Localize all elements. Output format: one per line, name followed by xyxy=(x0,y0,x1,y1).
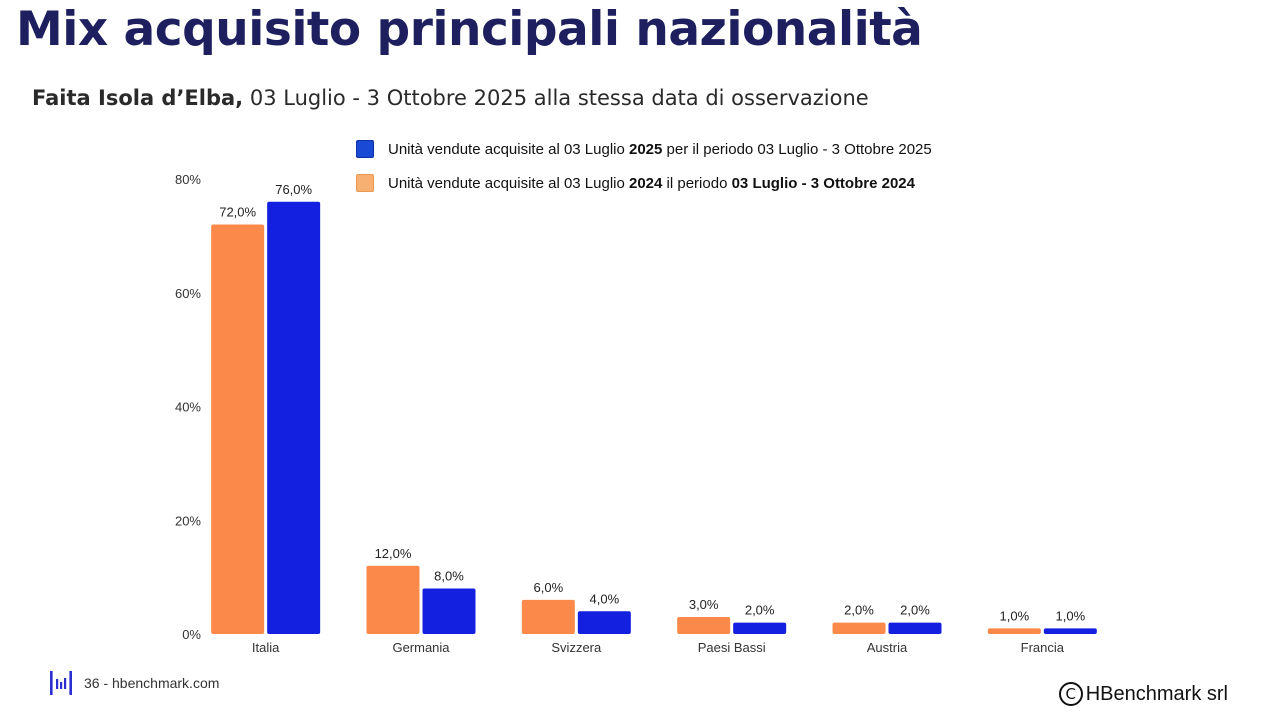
bar-2025 xyxy=(267,201,321,634)
x-tick-label: Svizzera xyxy=(551,640,602,655)
subtitle-bold: Faita Isola d’Elba, xyxy=(32,86,244,110)
page-title: Mix acquisito principali nazionalità xyxy=(16,2,923,57)
bar-2025 xyxy=(577,611,631,634)
data-label: 76,0% xyxy=(275,182,312,197)
x-tick-label: Paesi Bassi xyxy=(698,640,766,655)
x-tick-label: Italia xyxy=(252,640,280,655)
copyright-icon: C xyxy=(1058,682,1083,706)
legend-label-2024: Unità vendute acquisite al 03 Luglio 202… xyxy=(388,174,915,192)
data-label: 2,0% xyxy=(745,603,775,618)
legend-item-2024: Unità vendute acquisite al 03 Luglio 202… xyxy=(356,173,915,193)
hbenchmark-logo-icon xyxy=(50,671,72,695)
legend-swatch-2024 xyxy=(356,174,374,192)
data-label: 6,0% xyxy=(534,580,564,595)
bar-2024 xyxy=(211,224,265,634)
data-label: 4,0% xyxy=(590,591,620,606)
data-label: 8,0% xyxy=(434,569,464,584)
x-tick-label: Germania xyxy=(392,640,450,655)
legend-swatch-2025 xyxy=(356,140,374,158)
y-tick-label: 20% xyxy=(175,513,201,528)
data-label: 2,0% xyxy=(844,603,874,618)
y-tick-label: 80% xyxy=(175,172,201,187)
data-label: 12,0% xyxy=(375,546,412,561)
copyright: C HBenchmark srl xyxy=(1058,682,1228,706)
bar-2024 xyxy=(987,628,1041,634)
footer: 36 - hbenchmark.com xyxy=(48,670,219,696)
y-tick-label: 60% xyxy=(175,286,201,301)
bar-2024 xyxy=(832,622,886,634)
legend-label-2025: Unità vendute acquisite al 03 Luglio 202… xyxy=(388,140,932,158)
data-label: 1,0% xyxy=(1000,608,1030,623)
y-tick-label: 40% xyxy=(175,400,201,415)
bar-2024 xyxy=(677,616,731,634)
bar-2024 xyxy=(521,599,575,634)
data-label: 72,0% xyxy=(219,205,256,220)
data-label: 1,0% xyxy=(1056,608,1086,623)
bar-2024 xyxy=(366,565,420,634)
subtitle-rest: 03 Luglio - 3 Ottobre 2025 alla stessa d… xyxy=(243,86,869,110)
bar-2025 xyxy=(1043,628,1097,634)
copyright-text: HBenchmark srl xyxy=(1085,682,1228,705)
footer-text: 36 - hbenchmark.com xyxy=(84,675,220,691)
x-tick-label: Austria xyxy=(867,640,908,655)
bar-2025 xyxy=(888,622,942,634)
bar-2025 xyxy=(733,622,787,634)
bar-2025 xyxy=(422,588,476,634)
data-label: 3,0% xyxy=(689,597,719,612)
x-tick-label: Francia xyxy=(1021,640,1065,655)
data-label: 2,0% xyxy=(900,603,930,618)
y-tick-label: 0% xyxy=(182,627,201,642)
page-subtitle: Faita Isola d’Elba, 03 Luglio - 3 Ottobr… xyxy=(32,86,869,110)
legend-item-2025: Unità vendute acquisite al 03 Luglio 202… xyxy=(356,139,932,159)
